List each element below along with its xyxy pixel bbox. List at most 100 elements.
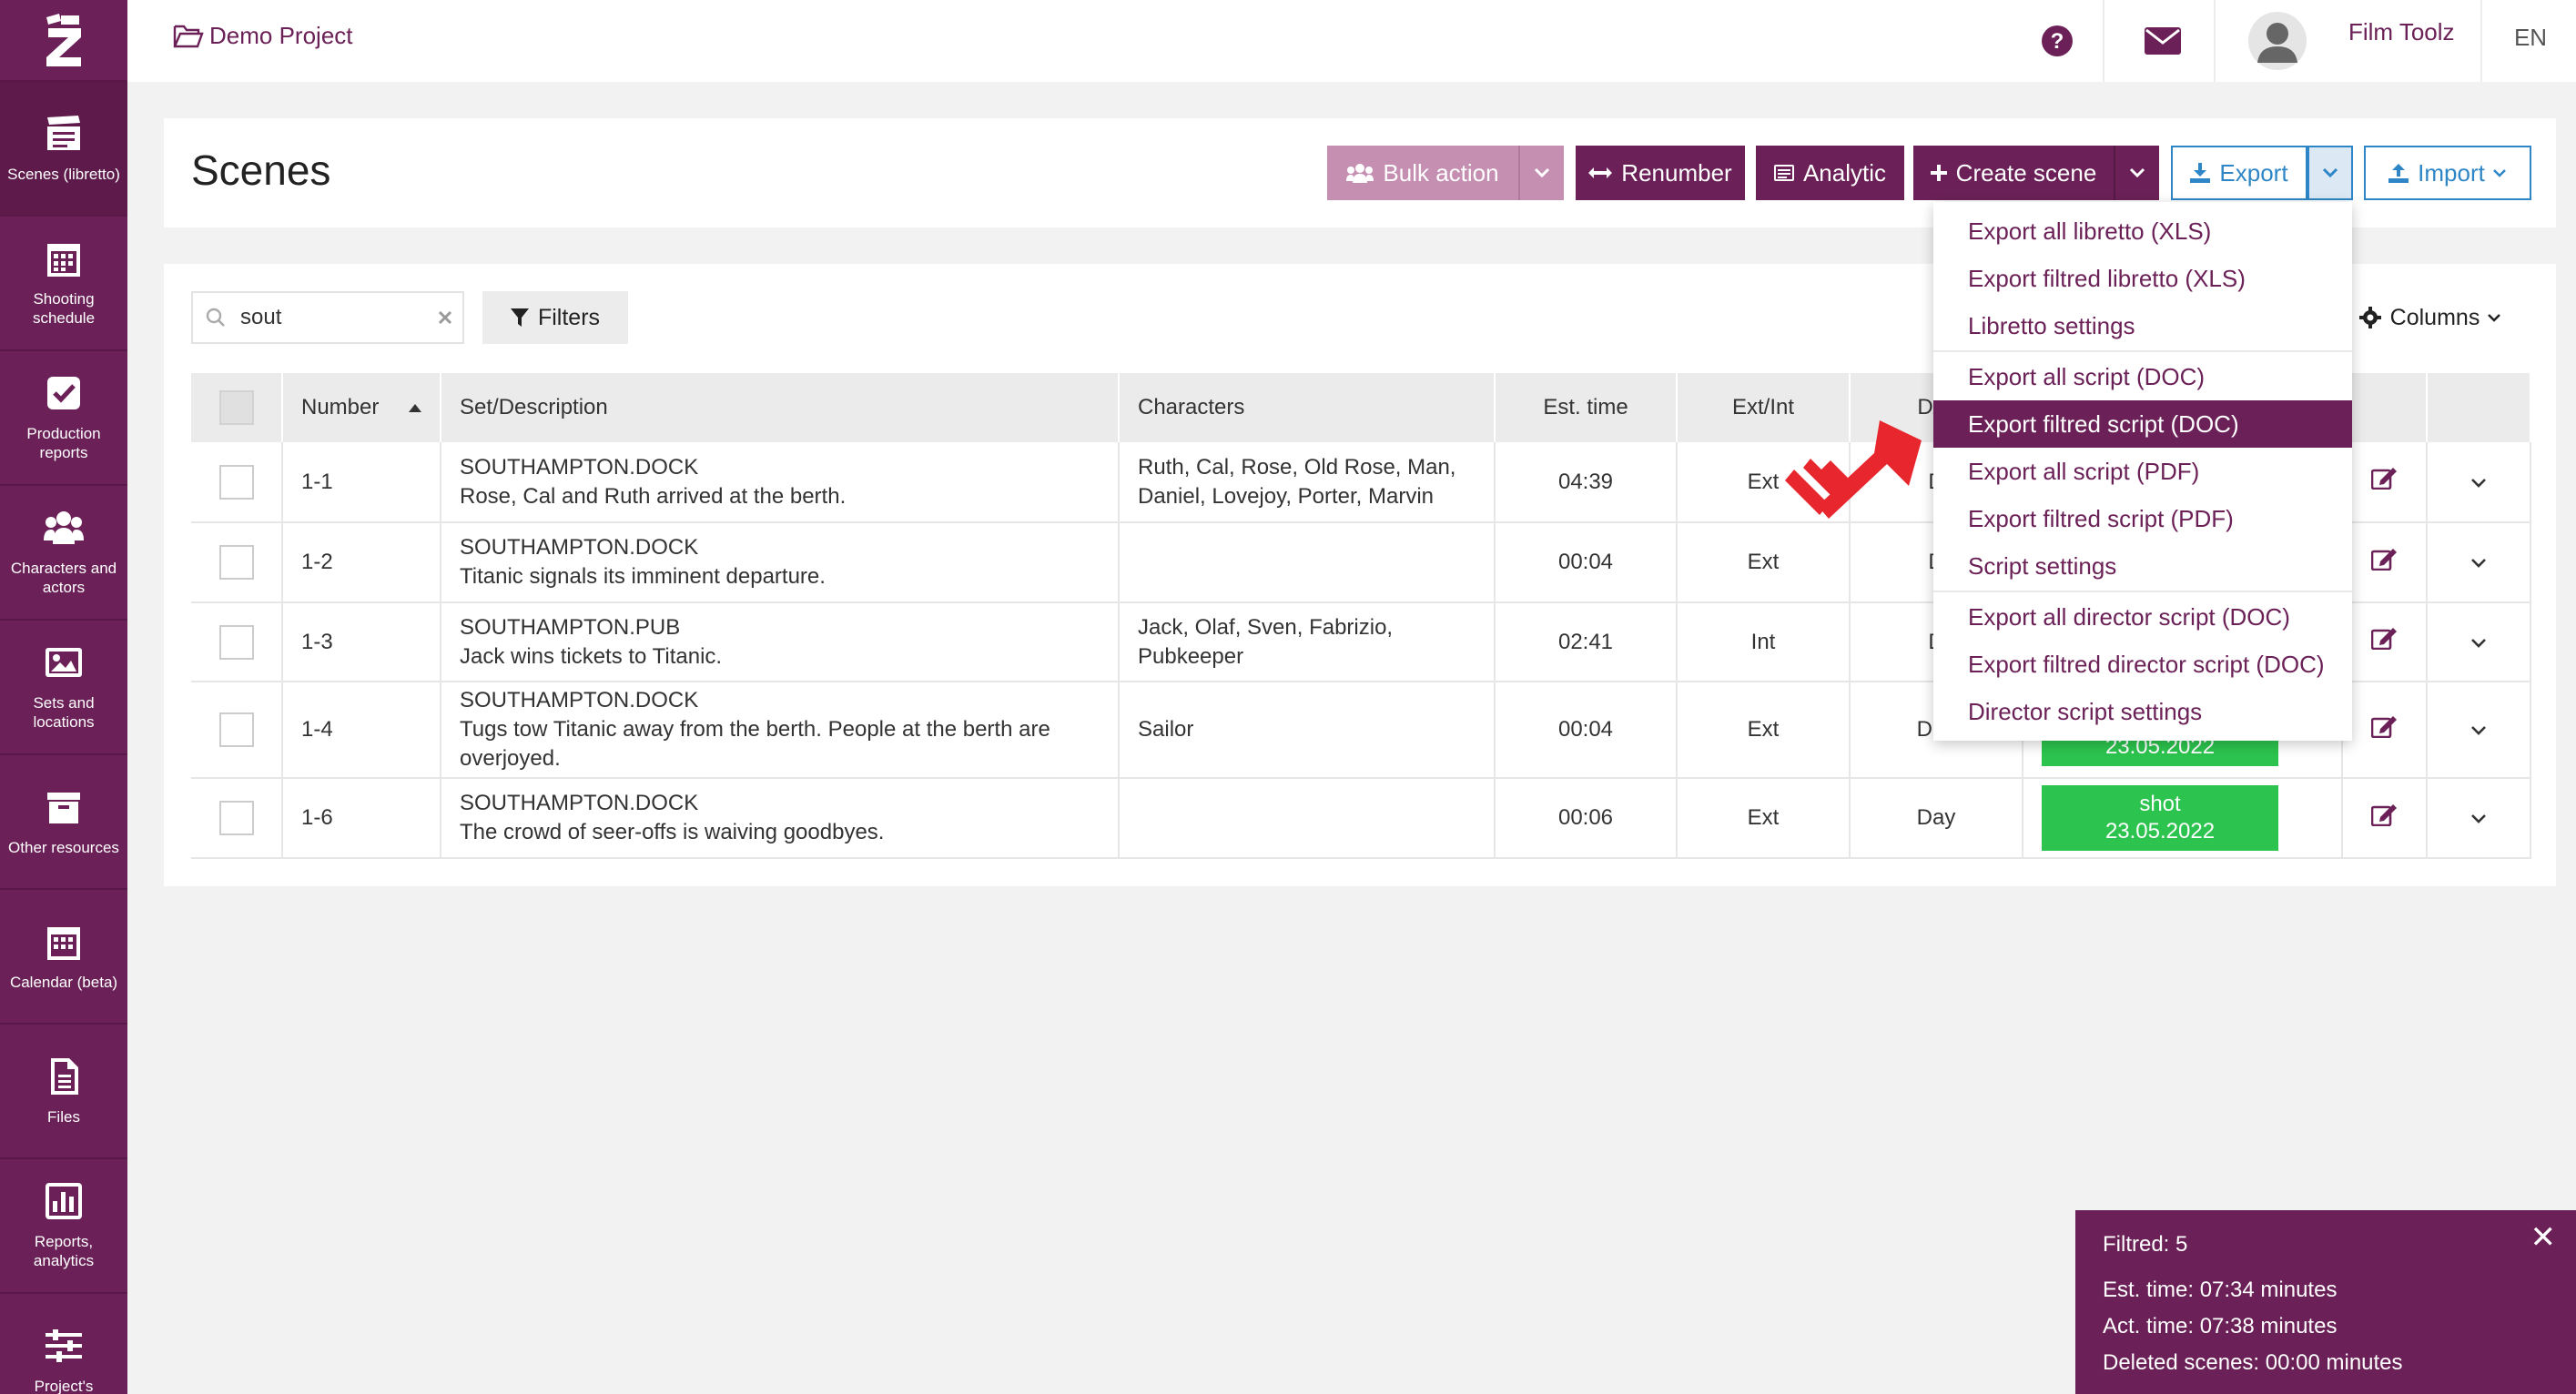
expand-button[interactable] <box>2427 522 2531 603</box>
close-summary-button[interactable]: ✕ <box>2530 1220 2557 1255</box>
filtred-count: Filtred: 5 <box>2103 1232 2188 1257</box>
sidebar-item-other-resources[interactable]: Other resources <box>0 755 127 890</box>
row-checkbox[interactable] <box>218 624 254 660</box>
chevron-down-icon <box>2488 313 2501 322</box>
edit-icon <box>2370 628 2397 651</box>
bulk-action-label: Bulk action <box>1383 158 1499 187</box>
sidebar-item-label: Scenes (libretto) <box>7 165 120 183</box>
edit-button[interactable] <box>2342 442 2428 523</box>
sidebar-item-label: Other resources <box>8 838 119 856</box>
edit-button[interactable] <box>2342 602 2428 682</box>
edit-button[interactable] <box>2342 522 2428 603</box>
select-all-checkbox[interactable] <box>218 390 254 425</box>
project-name: Demo Project <box>209 22 353 49</box>
row-checkbox[interactable] <box>218 545 254 580</box>
sidebar-item-scenes[interactable]: Scenes (libretto) <box>0 82 127 217</box>
scene-description: Tugs tow Titanic away from the berth. Pe… <box>460 717 1050 771</box>
menu-item-export-all-libretto-xls[interactable]: Export all libretto (XLS) <box>1968 217 2212 245</box>
calendar-icon <box>47 244 80 277</box>
sidebar-item-projects[interactable]: Project's <box>0 1294 127 1394</box>
export-label: Export <box>2219 158 2288 187</box>
analytic-button[interactable]: Analytic <box>1756 146 1904 200</box>
sidebar-item-sets[interactable]: Sets and locations <box>0 621 127 755</box>
est-time-total: Est. time: 07:34 minutes <box>2103 1278 2338 1302</box>
clapperboard-icon <box>47 115 80 150</box>
svg-text:?: ? <box>2051 29 2064 54</box>
list-alt-icon <box>1773 165 1794 181</box>
bulk-action-dropdown[interactable] <box>1518 146 1564 200</box>
edit-button[interactable] <box>2342 778 2428 859</box>
column-header-set[interactable]: Set/Description <box>441 373 1120 442</box>
scene-set: SOUTHAMPTON.PUB <box>460 614 681 640</box>
expand-button[interactable] <box>2427 778 2531 859</box>
menu-item-libretto-settings[interactable]: Libretto settings <box>1968 311 2135 339</box>
language-switch[interactable]: EN <box>2485 0 2576 82</box>
image-icon <box>46 648 82 677</box>
bulk-action-button[interactable]: Bulk action <box>1327 146 1518 200</box>
menu-item-export-filtred-director-script-doc[interactable]: Export filtred director script (DOC) <box>1968 650 2325 678</box>
divider <box>2103 0 2104 82</box>
filter-summary-panel: ✕ Filtred: 5 Est. time: 07:34 minutes Ac… <box>2075 1210 2576 1394</box>
sidebar-item-production-reports[interactable]: Production reports <box>0 351 127 486</box>
chevron-down-icon <box>2322 167 2338 178</box>
deleted-scenes-total: Deleted scenes: 00:00 minutes <box>2103 1350 2403 1375</box>
menu-item-export-all-director-script-doc[interactable]: Export all director script (DOC) <box>1968 602 2290 631</box>
edit-button[interactable] <box>2342 682 2428 779</box>
scene-characters: Sailor <box>1119 682 1496 779</box>
export-dropdown-toggle[interactable] <box>2307 146 2353 200</box>
sidebar-item-reports[interactable]: Reports, analytics <box>0 1159 127 1294</box>
sidebar-item-label: Sets and locations <box>33 694 95 731</box>
scene-set-cell: SOUTHAMPTON.DOCK Tugs tow Titanic away f… <box>441 682 1120 779</box>
expand-button[interactable] <box>2427 442 2531 523</box>
menu-item-export-all-script-pdf[interactable]: Export all script (PDF) <box>1968 457 2200 485</box>
menu-item-export-filtred-script-pdf[interactable]: Export filtred script (PDF) <box>1968 504 2234 532</box>
column-header-est-time[interactable]: Est. time <box>1495 373 1678 442</box>
row-checkbox[interactable] <box>218 801 254 835</box>
expand-button[interactable] <box>2427 602 2531 682</box>
menu-item-export-all-script-doc[interactable]: Export all script (DOC) <box>1968 362 2206 390</box>
column-header-ext-int[interactable]: Ext/Int <box>1677 373 1851 442</box>
folder-open-icon <box>173 25 204 47</box>
renumber-button[interactable]: Renumber <box>1576 146 1745 200</box>
export-button[interactable]: Export <box>2171 146 2307 200</box>
upload-icon <box>2388 164 2409 183</box>
row-checkbox[interactable] <box>218 464 254 500</box>
menu-item-export-filtred-libretto-xls[interactable]: Export filtred libretto (XLS) <box>1968 264 2246 292</box>
clear-search-icon[interactable] <box>437 309 453 326</box>
sidebar-item-files[interactable]: Files <box>0 1025 127 1159</box>
table-row[interactable]: 1-4 SOUTHAMPTON.DOCK Tugs tow Titanic aw… <box>191 682 2531 779</box>
app-logo[interactable] <box>0 0 127 82</box>
project-breadcrumb[interactable]: Demo Project <box>173 22 353 50</box>
sidebar-item-label: Production reports <box>26 425 101 461</box>
column-header-number[interactable]: Number <box>282 373 441 442</box>
sidebar-item-label: Project's <box>34 1377 94 1394</box>
messages-button[interactable] <box>2104 0 2221 82</box>
help-button[interactable]: ? <box>2003 0 2112 82</box>
search-input[interactable] <box>238 304 424 331</box>
scene-set-cell: SOUTHAMPTON.DOCK The crowd of seer-offs … <box>441 778 1120 859</box>
row-checkbox[interactable] <box>218 712 254 747</box>
scene-description: The crowd of seer-offs is waiving goodby… <box>460 820 885 844</box>
menu-item-export-filtred-script-doc[interactable]: Export filtred script (DOC) <box>1933 400 2352 448</box>
scene-set-cell: SOUTHAMPTON.PUB Jack wins tickets to Tit… <box>441 602 1120 682</box>
sidebar-item-label: Shooting schedule <box>32 290 96 327</box>
columns-label: Columns <box>2389 304 2480 330</box>
filters-button[interactable]: Filters <box>482 291 628 344</box>
expand-button[interactable] <box>2427 682 2531 779</box>
calendar-icon <box>47 926 80 960</box>
columns-button[interactable]: Columns <box>2348 291 2512 344</box>
sort-asc-icon <box>409 404 421 412</box>
sidebar-item-calendar[interactable]: Calendar (beta) <box>0 890 127 1025</box>
sidebar-item-characters[interactable]: Characters and actors <box>0 486 127 621</box>
import-button[interactable]: Import <box>2364 146 2531 200</box>
question-circle-icon: ? <box>2042 25 2073 56</box>
column-header-characters[interactable]: Characters <box>1119 373 1496 442</box>
menu-item-director-script-settings[interactable]: Director script settings <box>1968 697 2203 725</box>
create-scene-dropdown[interactable] <box>2114 146 2159 200</box>
sidebar-item-shooting-schedule[interactable]: Shooting schedule <box>0 217 127 351</box>
menu-item-script-settings[interactable]: Script settings <box>1968 551 2117 580</box>
renumber-label: Renumber <box>1621 158 1732 187</box>
create-scene-button[interactable]: Create scene <box>1913 146 2114 200</box>
table-row[interactable]: 1-6 SOUTHAMPTON.DOCK The crowd of seer-o… <box>191 778 2531 859</box>
user-menu[interactable]: Film Toolz <box>2248 0 2576 82</box>
